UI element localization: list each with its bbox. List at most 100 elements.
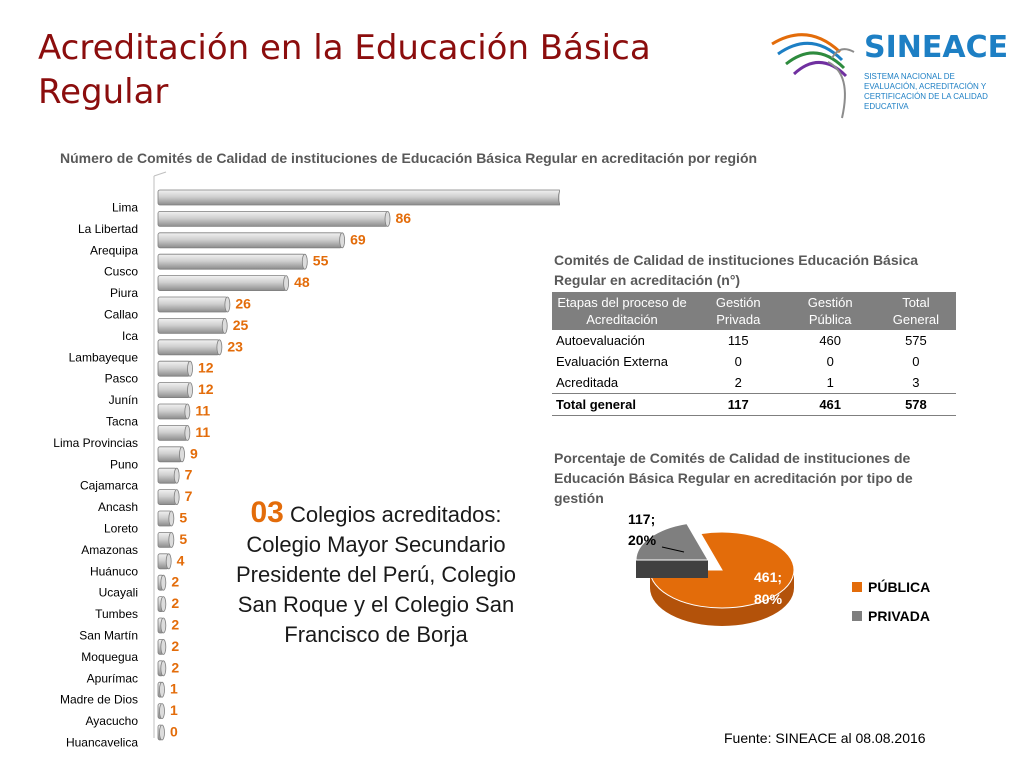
source-note: Fuente: SINEACE al 08.08.2016	[724, 730, 926, 746]
table-cell: Evaluación Externa	[556, 354, 669, 369]
bar-cap	[159, 724, 165, 741]
table-cell: 575	[905, 333, 927, 348]
management-pie-chart: 461; 80% 117; 20%	[628, 511, 795, 626]
bar	[157, 275, 287, 291]
pie-chart-title: Porcentaje de Comités de Calidad de inst…	[554, 450, 913, 506]
bar	[157, 424, 188, 441]
bar-cap	[160, 660, 167, 677]
bar-cap	[339, 232, 346, 249]
pie-slice-privada	[635, 523, 709, 561]
bar	[157, 189, 560, 206]
region-label: Amazonas	[81, 543, 138, 557]
bar-value-label: 86	[396, 210, 412, 226]
bar-cap	[184, 403, 191, 420]
bar-cap	[301, 253, 308, 270]
pie-label-privada-percent: 20%	[628, 532, 657, 548]
bar-value-label: 5	[179, 531, 187, 547]
bar-value-label: 69	[350, 231, 366, 247]
region-label: Junín	[109, 393, 138, 407]
pie-slice-publica	[649, 531, 795, 609]
accredited-schools-text: Colegios acreditados: Colegio Mayor Secu…	[235, 502, 517, 647]
bar-cap	[221, 317, 228, 334]
bar-value-label: 2	[171, 659, 179, 675]
bar-value-label: 11	[195, 424, 210, 440]
bar-value-label: 12	[198, 360, 214, 376]
pie-leader-line	[661, 546, 685, 553]
bar-cap	[558, 190, 560, 205]
bar-cap	[165, 553, 172, 570]
region-label: Callao	[104, 308, 138, 322]
table-cell: 461	[784, 393, 876, 416]
bar-cap	[160, 617, 167, 634]
bar-cap	[168, 531, 175, 548]
table-cell: 0	[912, 354, 920, 369]
region-label: Puno	[110, 457, 138, 471]
bar	[157, 232, 343, 249]
legend-swatch-privada	[852, 610, 862, 621]
table-cell: 2	[734, 375, 742, 390]
legend-label-privada: PRIVADA	[868, 607, 930, 624]
bar-axis-depth	[153, 171, 167, 177]
bar-value-label: 7	[185, 488, 193, 504]
table-cell: Autoevaluación	[556, 333, 645, 348]
bar-value-label: 2	[171, 595, 179, 611]
bar	[157, 403, 188, 420]
bar	[157, 296, 228, 313]
bar-value-label: 2	[171, 638, 179, 654]
bar-value-label: 1	[170, 702, 178, 718]
bar-cap	[160, 574, 167, 591]
bar-value-label: 5	[179, 510, 187, 526]
region-label: Ayacucho	[86, 714, 139, 728]
accredited-schools-note: 03 Colegios acreditados: Colegio Mayor S…	[226, 498, 526, 650]
table-cell: 0	[826, 354, 834, 369]
page-title: Acreditación en la Educación Básica Regu…	[38, 28, 651, 112]
logo-bird-icon	[771, 33, 855, 119]
region-label: Arequipa	[90, 243, 138, 257]
pie-slice-side-privada	[636, 560, 708, 578]
bar-value-label: 23	[227, 338, 243, 354]
table-cell: Total general	[552, 393, 692, 416]
header-public: Gestión Pública	[784, 292, 876, 330]
region-label: San Martín	[79, 629, 138, 643]
table-cell: 460	[819, 333, 842, 348]
table-cell: 1	[826, 375, 834, 390]
bar-cap	[187, 360, 193, 377]
region-label: Moquegua	[81, 650, 138, 664]
pie-legend: PÚBLICA PRIVADA	[852, 572, 930, 630]
legend-swatch-publica	[852, 581, 862, 592]
region-label: Huánuco	[90, 564, 138, 578]
bar-cap	[159, 703, 165, 719]
table-cell: 0	[734, 354, 742, 369]
region-label: Huancavelica	[66, 736, 138, 750]
bar-cap	[168, 510, 175, 527]
bar	[157, 360, 191, 377]
bar	[157, 339, 220, 356]
bar-value-label: 4	[177, 552, 185, 568]
region-label: Pasco	[105, 372, 139, 386]
bar-cap	[216, 339, 223, 356]
bar-cap	[173, 489, 180, 506]
bar	[157, 446, 183, 463]
pie-label-publica-percent: 80%	[754, 591, 783, 607]
bar-value-label: 2	[171, 617, 179, 633]
bar-cap	[173, 467, 180, 484]
bar-cap	[224, 296, 231, 313]
bar-value-label: 11	[195, 403, 210, 419]
bar-cap	[187, 382, 193, 399]
accredited-count: 03	[250, 496, 284, 529]
region-label: Tacna	[106, 415, 138, 429]
header-total: Total General	[875, 292, 956, 330]
table-header-row: Etapas del proceso de Acreditación Gesti…	[552, 292, 956, 330]
table-cell: 578	[875, 393, 956, 416]
header-stage: Etapas del proceso de Acreditación	[552, 292, 692, 330]
table-row: Acreditada 2 1 3	[552, 372, 956, 394]
region-label: Madre de Dios	[60, 693, 138, 707]
region-bar-chart: Lima 1 5 1 La Libertad 86 Arequipa 69 Cusco 55 Piu…	[53, 171, 560, 750]
logo-wordmark: SINEACE	[864, 30, 1009, 65]
region-label: Lambayeque	[69, 350, 139, 364]
region-label: Apurímac	[87, 671, 138, 685]
legend-label-publica: PÚBLICA	[868, 578, 931, 595]
region-label: Lima Provincias	[53, 436, 138, 450]
table-cell: 3	[912, 375, 920, 390]
bar-cap	[283, 275, 290, 291]
